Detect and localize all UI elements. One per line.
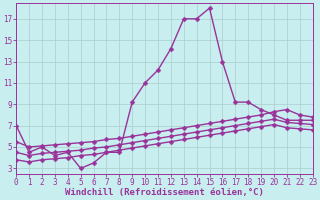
X-axis label: Windchill (Refroidissement éolien,°C): Windchill (Refroidissement éolien,°C): [65, 188, 264, 197]
